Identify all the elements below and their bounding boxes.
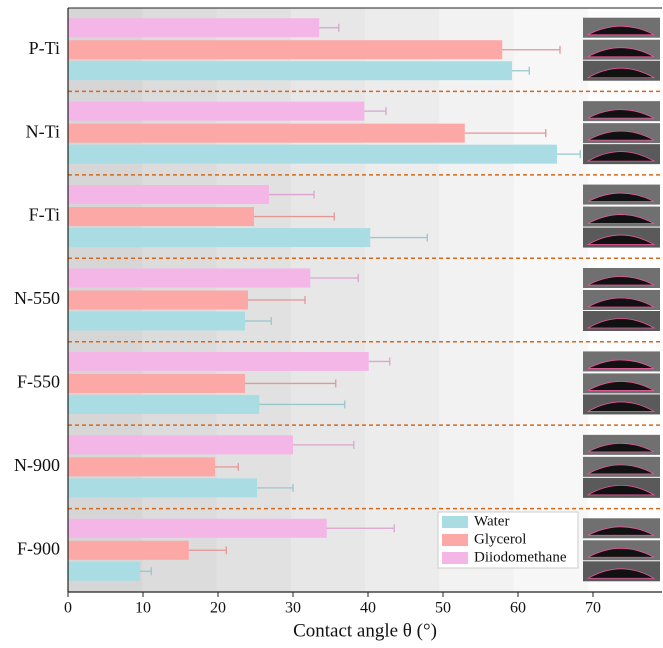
x-tick-label: 30	[285, 600, 301, 617]
x-tick-label: 10	[135, 600, 151, 617]
bar	[68, 478, 257, 497]
bar	[68, 374, 245, 393]
bar	[68, 18, 319, 37]
bar	[68, 124, 465, 143]
x-axis-label: Contact angle θ (°)	[293, 620, 437, 641]
x-tick-label: 50	[435, 600, 451, 617]
category-label: F-550	[17, 372, 60, 392]
bar	[68, 352, 369, 371]
bar	[68, 562, 140, 581]
bar	[68, 269, 310, 288]
legend-label: Water	[474, 513, 509, 529]
x-tick-label: 40	[360, 600, 376, 617]
bar	[68, 435, 293, 454]
category-label: N-900	[14, 455, 60, 475]
category-label: N-Ti	[26, 121, 60, 141]
legend-swatch	[442, 552, 468, 564]
category-label: N-550	[14, 288, 60, 308]
bar	[68, 61, 512, 80]
bar	[68, 395, 259, 414]
category-label: F-Ti	[29, 205, 60, 225]
bar	[68, 207, 254, 226]
x-tick-label: 70	[585, 600, 601, 617]
bar	[68, 541, 189, 560]
bar	[68, 312, 245, 331]
bar	[68, 145, 557, 164]
legend-label: Glycerol	[474, 531, 526, 547]
x-tick-label: 20	[210, 600, 226, 617]
background-band	[439, 8, 514, 592]
legend-swatch	[442, 534, 468, 546]
bar	[68, 228, 370, 247]
x-tick-label: 0	[64, 600, 72, 617]
background-band	[365, 8, 440, 592]
legend-swatch	[442, 516, 468, 528]
background-band	[514, 8, 589, 592]
bar	[68, 102, 364, 121]
bar	[68, 40, 502, 59]
category-label: F-900	[17, 538, 60, 558]
x-tick-label: 60	[510, 600, 526, 617]
bar	[68, 185, 269, 204]
bar	[68, 519, 327, 538]
chart: Contact angle θ (°) P-Ti N-Ti F-Ti N-550 F-5…	[0, 0, 663, 648]
page: {"chart_data": {"type": "bar", "orientat…	[0, 0, 663, 648]
bar	[68, 457, 215, 476]
category-label: P-Ti	[29, 38, 60, 58]
legend-label: Diiodomethane	[474, 549, 567, 565]
bar	[68, 291, 248, 310]
